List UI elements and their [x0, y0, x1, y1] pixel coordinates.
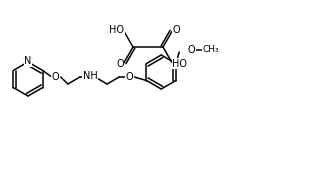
- Text: HO: HO: [172, 58, 188, 69]
- Text: O: O: [187, 45, 195, 55]
- Text: N: N: [24, 57, 32, 66]
- Text: NH: NH: [83, 71, 97, 81]
- Text: HO: HO: [109, 25, 125, 35]
- Text: O: O: [116, 58, 124, 69]
- Text: O: O: [52, 72, 60, 82]
- Text: CH₃: CH₃: [203, 45, 219, 54]
- Text: O: O: [125, 72, 133, 82]
- Text: O: O: [172, 25, 180, 35]
